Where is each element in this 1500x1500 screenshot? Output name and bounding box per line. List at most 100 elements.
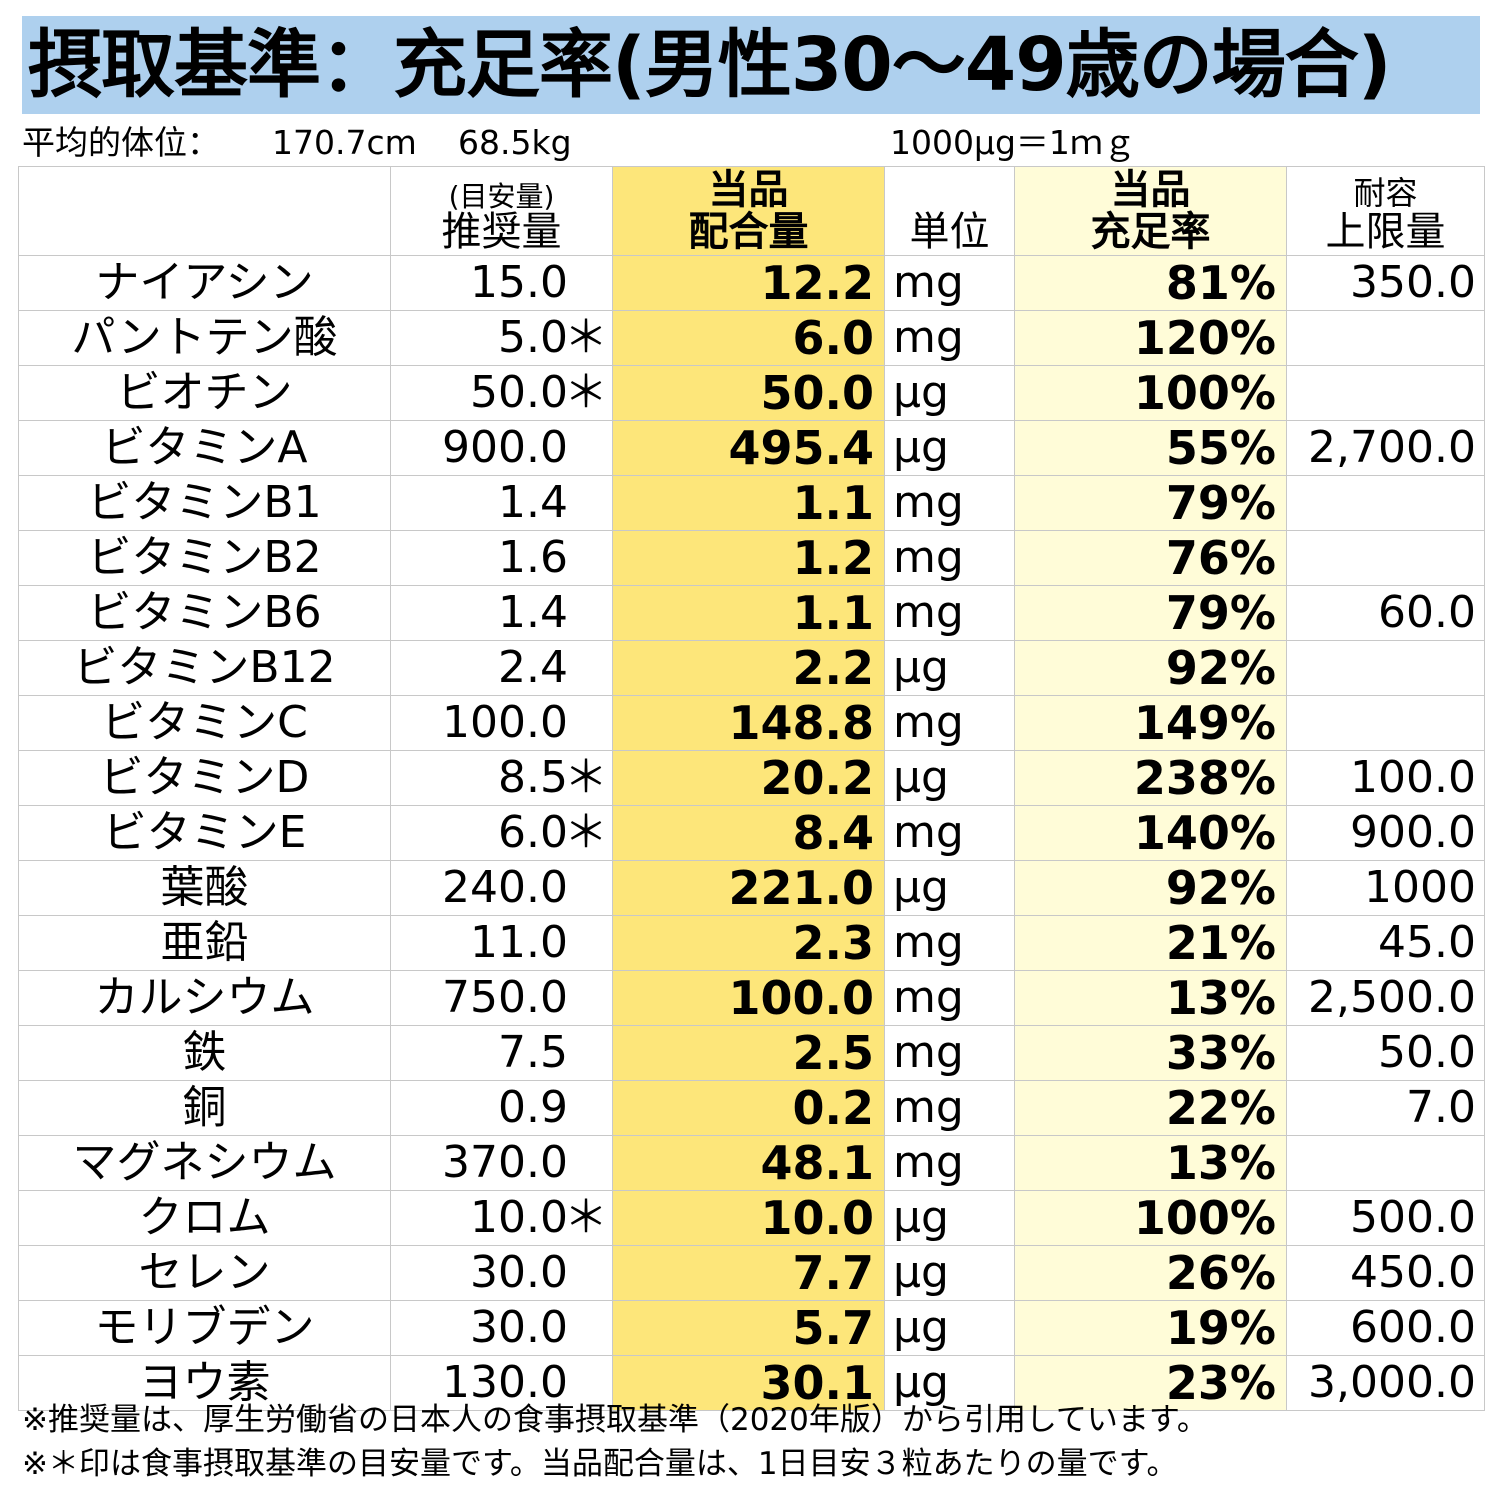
recommended-cell: 370.0 — [390, 1135, 613, 1191]
table-row: カルシウム 750.0 100.0 mg 13% 2,500.0 — [18, 970, 1485, 1026]
product-amount: 10.0 — [612, 1190, 885, 1246]
recommended-value: 15.0 — [470, 257, 568, 308]
recommended-cell: 900.0 — [390, 420, 613, 476]
product-amount: 495.4 — [612, 420, 885, 476]
recommended-value: 1.4 — [498, 587, 568, 638]
header-rate-line1: 当品 — [1110, 167, 1191, 213]
product-amount: 1.2 — [612, 530, 885, 586]
unit-cell: μg — [884, 365, 1015, 421]
recommended-cell: 100.0 — [390, 695, 613, 751]
nutrient-name: 葉酸 — [18, 860, 391, 916]
recommended-cell: 30.0 — [390, 1245, 613, 1301]
fulfillment-rate: 238% — [1014, 750, 1287, 806]
recommended-cell: 750.0 — [390, 970, 613, 1026]
unit-cell: mg — [884, 1080, 1015, 1136]
fulfillment-rate: 55% — [1014, 420, 1287, 476]
fulfillment-rate: 81% — [1014, 255, 1287, 311]
adequate-intake-mark: ＊ — [564, 752, 608, 803]
fulfillment-rate: 100% — [1014, 1190, 1287, 1246]
recommended-cell: 1.4 — [390, 475, 613, 531]
upper-limit: 450.0 — [1286, 1245, 1485, 1301]
nutrient-name: ヨウ素 — [18, 1355, 391, 1411]
recommended-cell: 7.5 — [390, 1025, 613, 1081]
upper-limit — [1286, 530, 1485, 586]
fulfillment-rate: 79% — [1014, 585, 1287, 641]
unit-conversion-note: 1000μg＝1ｍｇ — [890, 123, 1136, 162]
header-rate-line2: 充足率 — [1090, 209, 1211, 255]
upper-limit: 3,000.0 — [1286, 1355, 1485, 1411]
unit-cell: mg — [884, 915, 1015, 971]
recommended-cell: 30.0 — [390, 1300, 613, 1356]
nutrient-name: ビオチン — [18, 365, 391, 421]
upper-limit: 350.0 — [1286, 255, 1485, 311]
product-amount: 2.5 — [612, 1025, 885, 1081]
recommended-value: 100.0 — [442, 697, 568, 748]
table-row: マグネシウム 370.0 48.1 mg 13% — [18, 1135, 1485, 1191]
nutrient-name: カルシウム — [18, 970, 391, 1026]
unit-cell: mg — [884, 585, 1015, 641]
nutrient-name: モリブデン — [18, 1300, 391, 1356]
product-amount: 100.0 — [612, 970, 885, 1026]
table-row: ビタミンB2 1.6 1.2 mg 76% — [18, 530, 1485, 586]
title-banner: 摂取基準：充足率(男性30～49歳の場合) — [22, 16, 1480, 114]
product-amount: 20.2 — [612, 750, 885, 806]
table-header-row: (目安量) 推奨量 当品 配合量 単位 当品 充足率 耐容 上限量 — [18, 166, 1485, 256]
nutrient-name: ビタミンD — [18, 750, 391, 806]
unit-cell: mg — [884, 695, 1015, 751]
recommended-value: 30.0 — [470, 1247, 568, 1298]
fulfillment-rate: 33% — [1014, 1025, 1287, 1081]
header-recommended: (目安量) 推奨量 — [390, 166, 613, 256]
page-title: 摂取基準：充足率(男性30～49歳の場合) — [28, 22, 1392, 108]
fulfillment-rate: 76% — [1014, 530, 1287, 586]
unit-cell: mg — [884, 970, 1015, 1026]
recommended-value: 130.0 — [442, 1357, 568, 1408]
table-row: 鉄 7.5 2.5 mg 33% 50.0 — [18, 1025, 1485, 1081]
recommended-cell: 1.4 — [390, 585, 613, 641]
unit-cell: μg — [884, 1300, 1015, 1356]
table-row: ビタミンC 100.0 148.8 mg 149% — [18, 695, 1485, 751]
fulfillment-rate: 21% — [1014, 915, 1287, 971]
header-upper-line1: 耐容 — [1353, 174, 1418, 213]
upper-limit — [1286, 475, 1485, 531]
table-row: パントテン酸 5.0 ＊ 6.0 mg 120% — [18, 310, 1485, 366]
header-unit-label: 単位 — [909, 209, 990, 255]
unit-cell: μg — [884, 640, 1015, 696]
table-row: ヨウ素 130.0 30.1 μg 23% 3,000.0 — [18, 1355, 1485, 1411]
fulfillment-rate: 26% — [1014, 1245, 1287, 1301]
unit-cell: mg — [884, 475, 1015, 531]
table-row: ビオチン 50.0 ＊ 50.0 μg 100% — [18, 365, 1485, 421]
fulfillment-rate: 120% — [1014, 310, 1287, 366]
product-amount: 7.7 — [612, 1245, 885, 1301]
nutrient-name: ビタミンB1 — [18, 475, 391, 531]
fulfillment-rate: 92% — [1014, 640, 1287, 696]
recommended-cell: 2.4 — [390, 640, 613, 696]
recommended-value: 6.0 — [498, 807, 568, 858]
upper-limit — [1286, 1135, 1485, 1191]
unit-cell: μg — [884, 860, 1015, 916]
fulfillment-rate: 149% — [1014, 695, 1287, 751]
unit-cell: mg — [884, 1135, 1015, 1191]
unit-cell: μg — [884, 1355, 1015, 1411]
info-line: 平均的体位： 170.7cm 68.5kg 1000μg＝1ｍｇ — [22, 120, 1482, 166]
unit-cell: μg — [884, 420, 1015, 476]
fulfillment-rate: 100% — [1014, 365, 1287, 421]
recommended-value: 1.4 — [498, 477, 568, 528]
recommended-value: 900.0 — [442, 422, 568, 473]
recommended-cell: 8.5 ＊ — [390, 750, 613, 806]
recommended-value: 5.0 — [498, 312, 568, 363]
recommended-value: 750.0 — [442, 972, 568, 1023]
upper-limit: 45.0 — [1286, 915, 1485, 971]
table-row: ビタミンB1 1.4 1.1 mg 79% — [18, 475, 1485, 531]
fulfillment-rate: 140% — [1014, 805, 1287, 861]
recommended-value: 0.9 — [498, 1082, 568, 1133]
nutrient-name: セレン — [18, 1245, 391, 1301]
footnote-source: ※推奨量は、厚生労働省の日本人の食事摂取基準（2020年版）から引用しています。 — [22, 1402, 1208, 1438]
recommended-value: 11.0 — [470, 917, 568, 968]
header-recommended-label: 推奨量 — [441, 209, 562, 255]
upper-limit: 50.0 — [1286, 1025, 1485, 1081]
recommended-value: 10.0 — [470, 1192, 568, 1243]
product-amount: 50.0 — [612, 365, 885, 421]
header-unit: 単位 — [884, 166, 1015, 256]
product-amount: 221.0 — [612, 860, 885, 916]
table-row: クロム 10.0 ＊ 10.0 μg 100% 500.0 — [18, 1190, 1485, 1246]
